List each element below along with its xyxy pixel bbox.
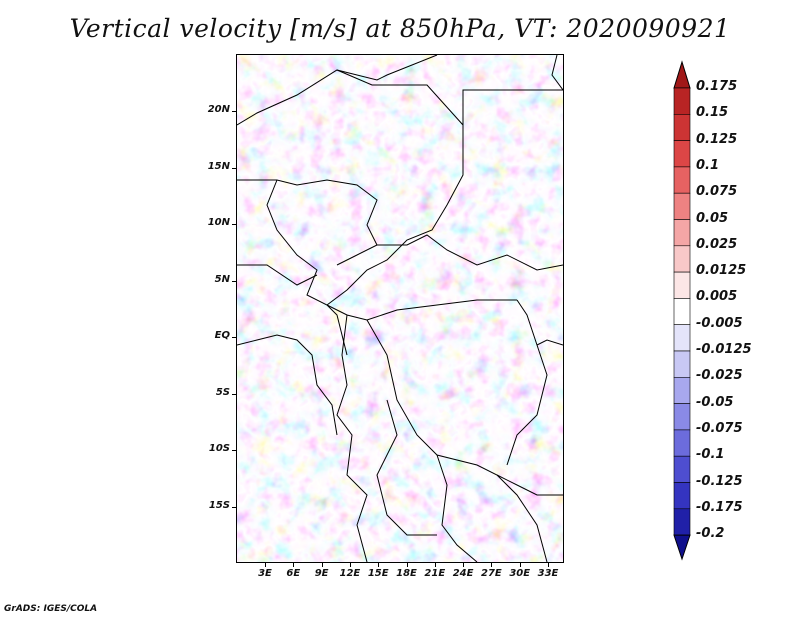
colorbar-swatch bbox=[673, 140, 691, 168]
colorbar-swatch bbox=[673, 114, 691, 141]
lon-label: 33E bbox=[537, 568, 559, 579]
colorbar-level-label: 0.075 bbox=[696, 184, 738, 200]
colorbar-swatch bbox=[673, 245, 691, 273]
colorbar-level-label: 0.025 bbox=[696, 236, 738, 252]
grads-footer: GrADS: IGES/COLA bbox=[4, 604, 98, 614]
colorbar-swatch bbox=[673, 403, 691, 431]
colorbar-swatch bbox=[673, 271, 691, 299]
colorbar-swatch bbox=[673, 350, 691, 378]
lon-tick bbox=[378, 563, 380, 567]
lon-tick bbox=[548, 563, 549, 567]
colorbar-level-label: 0.15 bbox=[696, 105, 729, 121]
colorbar-level-label: 0.175 bbox=[696, 79, 738, 94]
lat-label: 15S bbox=[208, 499, 230, 511]
map-title: Vertical velocity [m/s] at 850hPa, VT: 2… bbox=[69, 14, 731, 43]
lon-tick bbox=[293, 563, 295, 567]
lon-tick bbox=[406, 563, 408, 567]
colorbar-level-label: 0.0125 bbox=[696, 263, 747, 279]
lon-label: 3E bbox=[258, 568, 272, 579]
lat-label: EQ bbox=[214, 330, 230, 341]
colorbar-bottom-arrow bbox=[673, 534, 691, 561]
lat-tick bbox=[232, 337, 236, 338]
lon-label: 12E bbox=[339, 568, 361, 579]
lon-label: 24E bbox=[452, 568, 474, 579]
lat-tick bbox=[232, 224, 236, 225]
colorbar-level-label: -0.025 bbox=[696, 368, 743, 384]
colorbar-level-label: -0.005 bbox=[696, 315, 743, 331]
lon-tick bbox=[434, 563, 436, 567]
lon-label: 18E bbox=[396, 568, 417, 579]
colorbar-level-label: -0.175 bbox=[696, 499, 743, 515]
lon-tick bbox=[265, 563, 266, 567]
colorbar-level-label: 0.1 bbox=[696, 157, 720, 173]
lat-tick bbox=[232, 111, 236, 112]
lon-label: 30E bbox=[509, 568, 531, 579]
colorbar-level-label: -0.05 bbox=[696, 394, 734, 410]
colorbar-level-label: -0.1 bbox=[696, 447, 725, 463]
colorbar-swatch bbox=[673, 508, 691, 536]
lat-tick bbox=[232, 280, 236, 282]
lon-label: 27E bbox=[481, 568, 502, 579]
lon-label: 21E bbox=[424, 568, 446, 579]
lat-label: 5N bbox=[214, 273, 230, 285]
colorbar-top-arrow bbox=[673, 60, 691, 89]
colorbar-level-label: 0.05 bbox=[696, 210, 729, 226]
colorbar-swatch bbox=[673, 87, 691, 115]
lat-tick bbox=[232, 167, 236, 169]
lon-tick bbox=[519, 563, 521, 567]
vertical-velocity-field bbox=[237, 55, 563, 562]
colorbar-swatch bbox=[673, 482, 691, 510]
colorbar-swatch bbox=[673, 324, 691, 352]
colorbar-level-label: -0.0125 bbox=[696, 342, 752, 357]
lon-label: 9E bbox=[314, 568, 329, 579]
lat-tick bbox=[232, 393, 236, 395]
colorbar-swatch bbox=[673, 429, 691, 457]
lon-tick bbox=[349, 563, 351, 567]
map-panel bbox=[236, 54, 564, 563]
colorbar-level-label: 0.125 bbox=[696, 131, 738, 147]
lon-label: 15E bbox=[367, 568, 389, 579]
colorbar-swatch bbox=[673, 455, 691, 483]
colorbar-swatch bbox=[673, 166, 691, 194]
lat-label: 10S bbox=[208, 443, 230, 454]
colorbar-level-label: -0.125 bbox=[696, 473, 743, 489]
colorbar-level-label: -0.2 bbox=[696, 526, 725, 542]
colorbar-swatch bbox=[673, 192, 691, 220]
lon-label: 6E bbox=[286, 568, 301, 579]
colorbar-swatch bbox=[673, 298, 691, 325]
lat-tick bbox=[232, 506, 236, 508]
colorbar-level-label: -0.075 bbox=[696, 420, 743, 436]
lat-tick bbox=[232, 450, 236, 451]
colorbar-swatch bbox=[673, 219, 691, 247]
lon-tick bbox=[321, 563, 323, 567]
lat-label: 15N bbox=[207, 160, 230, 172]
lat-label: 5S bbox=[215, 386, 230, 398]
lat-label: 20N bbox=[207, 104, 230, 115]
lon-tick bbox=[491, 563, 493, 567]
lon-tick bbox=[463, 563, 465, 567]
lat-label: 10N bbox=[207, 217, 230, 228]
colorbar-level-label: 0.005 bbox=[696, 289, 738, 305]
colorbar-swatch bbox=[673, 376, 691, 404]
